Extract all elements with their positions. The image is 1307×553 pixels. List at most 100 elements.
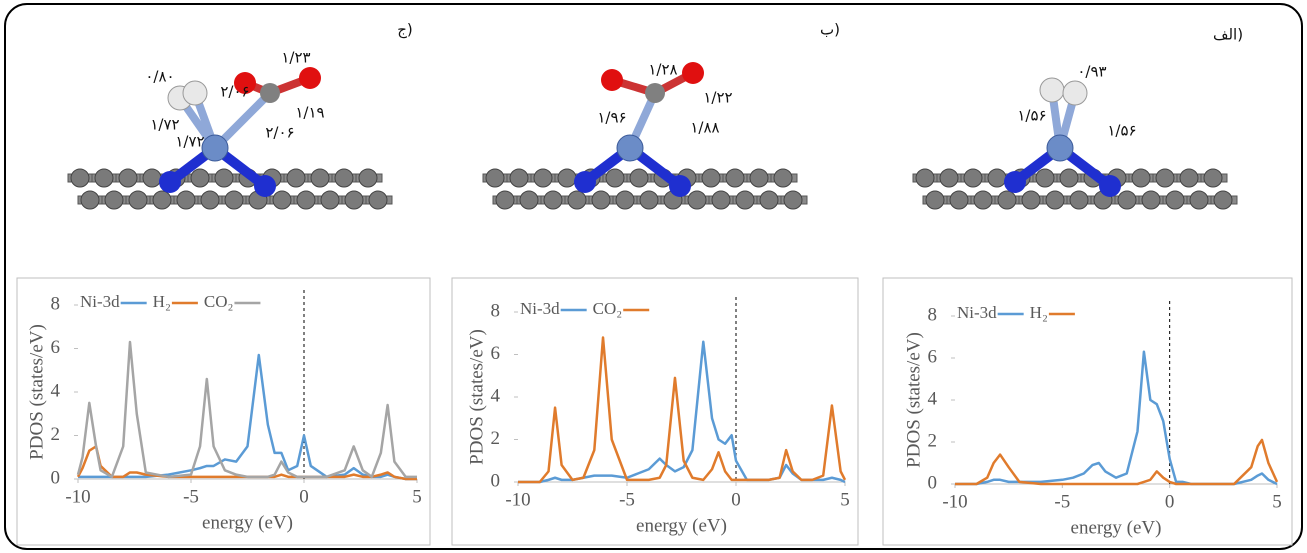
nickel-atom — [617, 135, 643, 161]
carbon-atom — [105, 191, 123, 209]
x-tick-label: 5 — [412, 486, 422, 507]
carbon-atom — [784, 191, 802, 209]
carbon-atom — [988, 169, 1006, 187]
nitrogen-atom — [254, 175, 276, 197]
x-axis-label: energy (eV) — [1071, 517, 1162, 538]
bond-length: ۱/۱۹ — [295, 104, 324, 122]
carbon-atom — [191, 169, 209, 187]
carbon-atom — [273, 191, 291, 209]
carbon-atom — [606, 169, 624, 187]
y-tick-label: 6 — [51, 337, 61, 358]
carbon-atom — [1132, 169, 1150, 187]
panel-label: ب) — [820, 21, 840, 39]
y-tick-label: 8 — [491, 300, 501, 321]
carbon-atom — [177, 191, 195, 209]
x-tick-label: -5 — [183, 486, 199, 507]
carbon-atom — [119, 169, 137, 187]
carbon-atom — [311, 169, 329, 187]
carbon-atom — [774, 169, 792, 187]
carbon-atom — [321, 191, 339, 209]
carbon-atom — [1118, 191, 1136, 209]
y-tick-label: 4 — [491, 385, 501, 406]
bond-length: ۱/۲۳ — [281, 49, 310, 67]
carbon-atom — [736, 191, 754, 209]
bond-length: ۰/۹۳ — [1077, 63, 1106, 81]
bond-length: ۱/۷۲ — [175, 133, 204, 151]
carbon-atom — [496, 191, 514, 209]
carbon-atom — [71, 169, 89, 187]
bond-length: ۰/۸۰ — [145, 68, 174, 86]
carbon-atom — [750, 169, 768, 187]
x-axis-label: energy (eV) — [636, 515, 727, 536]
carbon-atom — [630, 169, 648, 187]
carbon-atom — [1156, 169, 1174, 187]
oxygen-atom — [682, 62, 704, 84]
y-tick-label: 2 — [928, 430, 938, 451]
x-tick-label: -10 — [942, 491, 967, 512]
oxygen-atom — [601, 69, 623, 91]
carbon-atom — [1214, 191, 1232, 209]
legend-label: Ni-3d — [80, 292, 120, 311]
y-tick-label: 8 — [51, 293, 61, 314]
carbon-atom — [260, 83, 280, 103]
bond-length: ۱/۵۶ — [1017, 107, 1046, 125]
legend-label: CO₂ — [204, 292, 234, 311]
carbon-atom — [1180, 169, 1198, 187]
bond-length: ۱/۲۲ — [703, 89, 732, 107]
carbon-atom — [926, 191, 944, 209]
carbon-atom — [143, 169, 161, 187]
carbon-atom — [702, 169, 720, 187]
carbon-atom — [645, 83, 665, 103]
carbon-atom — [201, 191, 219, 209]
carbon-atom — [1022, 191, 1040, 209]
nickel-atom — [1047, 135, 1073, 161]
x-tick-label: 0 — [1165, 491, 1175, 512]
hydrogen-atom — [183, 81, 207, 105]
legend-label: CO₂ — [593, 299, 623, 318]
x-axis-label: energy (eV) — [202, 512, 293, 533]
carbon-atom — [1036, 169, 1054, 187]
y-tick-label: 0 — [928, 472, 938, 493]
legend-label: H₂ — [153, 292, 171, 311]
carbon-atom — [688, 191, 706, 209]
carbon-atom — [640, 191, 658, 209]
nitrogen-atom — [159, 171, 181, 193]
legend-label: H₂ — [1030, 303, 1048, 322]
x-tick-label: 0 — [299, 486, 309, 507]
oxygen-atom — [299, 67, 321, 89]
carbon-atom — [998, 191, 1016, 209]
carbon-atom — [1204, 169, 1222, 187]
x-tick-label: -5 — [1054, 491, 1070, 512]
carbon-atom — [95, 169, 113, 187]
carbon-atom — [153, 191, 171, 209]
carbon-atom — [568, 191, 586, 209]
carbon-atom — [1142, 191, 1160, 209]
carbon-atom — [225, 191, 243, 209]
carbon-atom — [558, 169, 576, 187]
x-tick-label: -10 — [505, 489, 530, 510]
carbon-atom — [534, 169, 552, 187]
carbon-atom — [510, 169, 528, 187]
x-tick-label: 5 — [1272, 491, 1282, 512]
carbon-atom — [335, 169, 353, 187]
carbon-atom — [486, 169, 504, 187]
bond-length: ۲/۰۶ — [265, 124, 294, 142]
carbon-atom — [950, 191, 968, 209]
figure: ج)۰/۸۰۱/۲۳۲/۰۶۱/۱۹۱/۷۲۱/۷۲۲/۰۶ب)۱/۲۸۱/۲۲… — [0, 0, 1307, 553]
y-tick-label: 6 — [491, 343, 501, 364]
carbon-atom — [726, 169, 744, 187]
y-tick-label: 0 — [491, 470, 501, 491]
carbon-atom — [592, 191, 610, 209]
y-tick-label: 2 — [491, 428, 501, 449]
bond-length: ۲/۰۶ — [220, 83, 249, 101]
y-axis-label: PDOS (states/eV) — [903, 332, 924, 468]
y-tick-label: 4 — [51, 380, 61, 401]
y-tick-label: 2 — [51, 424, 61, 445]
carbon-atom — [616, 191, 634, 209]
y-tick-label: 0 — [51, 467, 61, 488]
nitrogen-atom — [574, 171, 596, 193]
carbon-atom — [1060, 169, 1078, 187]
carbon-atom — [1070, 191, 1088, 209]
carbon-atom — [520, 191, 538, 209]
carbon-atom — [974, 191, 992, 209]
